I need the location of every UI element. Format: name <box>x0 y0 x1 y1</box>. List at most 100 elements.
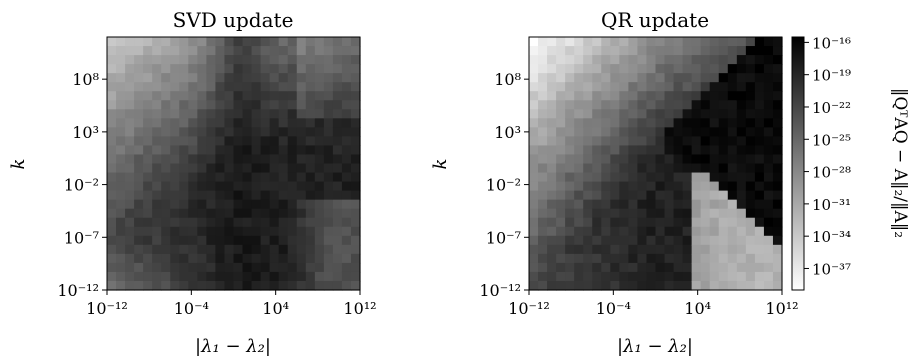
heatmap-cell <box>143 127 153 137</box>
heatmap-cell <box>314 37 325 47</box>
heatmap-cell <box>592 118 602 128</box>
heatmap-cell <box>341 46 352 56</box>
heatmap-cell <box>287 181 298 192</box>
heatmap-cell <box>260 109 271 119</box>
heatmap-cell <box>547 136 557 147</box>
heatmap-cell <box>772 154 783 165</box>
x-tick-label: 10⁻¹² <box>86 299 128 318</box>
heatmap-cell <box>664 73 675 83</box>
heatmap-cell <box>736 163 747 174</box>
heatmap-cell <box>718 271 729 282</box>
heatmap-cell <box>314 199 325 210</box>
heatmap-cell <box>125 172 135 183</box>
heatmap-cell <box>287 55 298 65</box>
heatmap-cell <box>592 163 602 174</box>
heatmap-cell <box>269 91 280 101</box>
heatmap-cell <box>260 136 271 147</box>
heatmap-cell <box>637 163 648 174</box>
heatmap-cell <box>709 226 720 237</box>
heatmap-cell <box>574 181 584 192</box>
heatmap-cell <box>529 163 539 174</box>
heatmap-cell <box>224 262 235 273</box>
heatmap-cell <box>727 262 738 273</box>
heatmap-cell <box>251 100 262 110</box>
heatmap-cell <box>197 172 207 183</box>
heatmap-cell <box>637 46 648 56</box>
heatmap-cell <box>718 163 729 174</box>
heatmap-cell <box>691 271 702 282</box>
heatmap-cell <box>197 280 207 291</box>
heatmap-cell <box>682 145 693 156</box>
heatmap-cell <box>763 82 774 92</box>
heatmap-cell <box>592 253 602 264</box>
heatmap-cell <box>565 82 575 92</box>
heatmap-cell <box>727 253 738 264</box>
heatmap-cell <box>601 145 611 156</box>
heatmap-cell <box>197 226 207 237</box>
heatmap-cell <box>754 217 765 228</box>
heatmap-cell <box>682 100 693 110</box>
heatmap-cell <box>718 46 729 56</box>
heatmap-cell <box>610 136 620 147</box>
heatmap-cell <box>296 100 307 110</box>
heatmap-cell <box>754 199 765 210</box>
colorbar-tick-label: 10⁻³¹ <box>812 196 851 214</box>
heatmap-cell <box>152 181 162 192</box>
heatmap-cell <box>197 244 207 255</box>
heatmap-cell <box>628 82 639 92</box>
heatmap-cell <box>206 118 217 128</box>
heatmap-cell <box>664 136 675 147</box>
heatmap-cell <box>107 181 117 192</box>
heatmap-cell <box>305 244 316 255</box>
heatmap-cell <box>134 55 144 65</box>
heatmap-cell <box>134 82 144 92</box>
heatmap-cell <box>107 64 117 74</box>
heatmap-cell <box>709 91 720 101</box>
heatmap-cell <box>260 253 271 264</box>
heatmap-cell <box>242 226 253 237</box>
heatmap-cell <box>287 253 298 264</box>
heatmap-cell <box>745 64 756 74</box>
heatmap-cell <box>251 244 262 255</box>
heatmap-cell <box>691 235 702 246</box>
heatmap-cell <box>314 208 325 219</box>
heatmap-cell <box>547 154 557 165</box>
heatmap-cell <box>700 145 711 156</box>
heatmap-cell <box>754 46 765 56</box>
heatmap-cell <box>332 37 343 47</box>
heatmap-cell <box>107 37 117 47</box>
heatmap-cell <box>305 109 316 119</box>
heatmap-cell <box>601 118 611 128</box>
heatmap-cell <box>628 199 639 210</box>
heatmap-cell <box>170 100 180 110</box>
heatmap-cell <box>637 199 648 210</box>
heatmap-cell <box>655 82 666 92</box>
heatmap-cell <box>718 154 729 165</box>
heatmap-cell <box>691 73 702 83</box>
heatmap-cell <box>619 154 629 165</box>
heatmap-cell <box>179 91 189 101</box>
heatmap-cell <box>323 100 334 110</box>
heatmap-cell <box>664 226 675 237</box>
heatmap-cell <box>278 217 289 228</box>
heatmap-cell <box>556 136 566 147</box>
heatmap-cell <box>610 280 620 291</box>
heatmap-cell <box>592 172 602 183</box>
heatmap-cell <box>619 280 629 291</box>
heatmap-cell <box>125 163 135 174</box>
heatmap-cell <box>538 208 548 219</box>
heatmap-cell <box>547 109 557 119</box>
heatmap-cell <box>269 136 280 147</box>
heatmap-cell <box>242 37 253 47</box>
heatmap-cell <box>772 271 783 282</box>
heatmap-cell <box>143 244 153 255</box>
heatmap-cell <box>628 100 639 110</box>
heatmap-cell <box>161 262 171 273</box>
heatmap-cell <box>763 217 774 228</box>
heatmap-cell <box>296 280 307 291</box>
heatmap-cell <box>233 217 244 228</box>
heatmap-cell <box>197 262 207 273</box>
heatmap-cell <box>763 163 774 174</box>
heatmap-cell <box>610 154 620 165</box>
